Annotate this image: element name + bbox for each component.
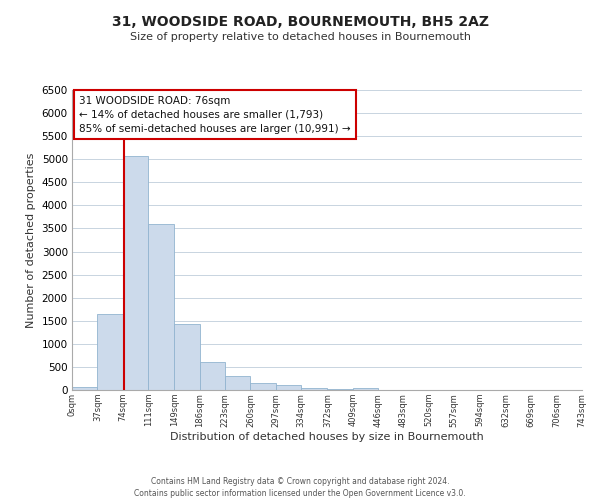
Bar xyxy=(123,156,148,390)
Bar xyxy=(225,376,250,390)
Bar xyxy=(148,224,174,390)
Bar xyxy=(328,388,353,390)
Bar xyxy=(72,387,97,390)
Bar xyxy=(97,314,123,390)
Bar xyxy=(301,388,328,390)
Bar xyxy=(276,385,301,390)
Text: Size of property relative to detached houses in Bournemouth: Size of property relative to detached ho… xyxy=(130,32,470,42)
Bar xyxy=(174,324,200,390)
X-axis label: Distribution of detached houses by size in Bournemouth: Distribution of detached houses by size … xyxy=(170,432,484,442)
Text: Contains public sector information licensed under the Open Government Licence v3: Contains public sector information licen… xyxy=(134,489,466,498)
Y-axis label: Number of detached properties: Number of detached properties xyxy=(26,152,36,328)
Text: Contains HM Land Registry data © Crown copyright and database right 2024.: Contains HM Land Registry data © Crown c… xyxy=(151,478,449,486)
Bar xyxy=(353,388,378,390)
Text: 31 WOODSIDE ROAD: 76sqm
← 14% of detached houses are smaller (1,793)
85% of semi: 31 WOODSIDE ROAD: 76sqm ← 14% of detache… xyxy=(79,96,350,134)
Text: 31, WOODSIDE ROAD, BOURNEMOUTH, BH5 2AZ: 31, WOODSIDE ROAD, BOURNEMOUTH, BH5 2AZ xyxy=(112,15,488,29)
Bar xyxy=(250,383,276,390)
Bar xyxy=(200,362,225,390)
